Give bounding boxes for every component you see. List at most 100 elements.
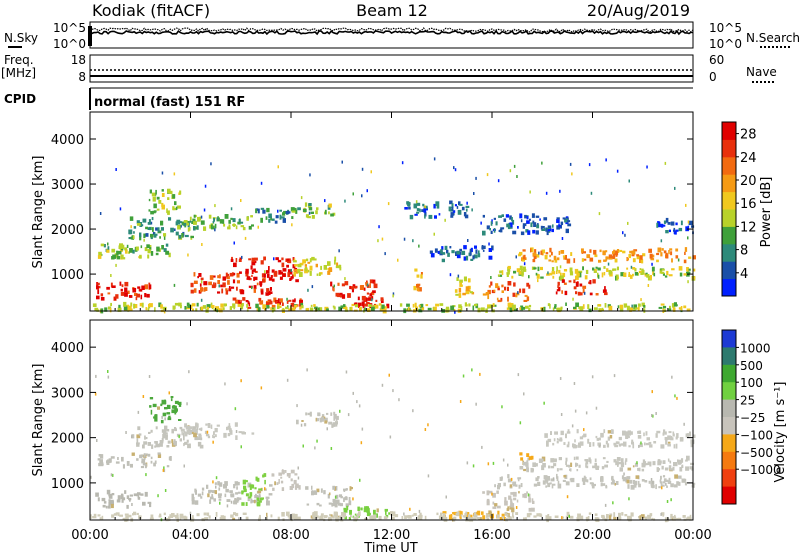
- data-cell: [286, 258, 290, 261]
- x-tick-label: 08:00: [272, 528, 309, 543]
- data-cell: [628, 445, 631, 448]
- data-cell: [212, 221, 215, 224]
- data-cell: [180, 305, 182, 309]
- data-cell: [367, 297, 371, 301]
- data-cell: [259, 300, 263, 305]
- data-cell: [222, 282, 226, 288]
- data-cell: [656, 430, 661, 434]
- data-cell: [333, 306, 336, 310]
- data-cell: [196, 425, 199, 431]
- data-cell: [645, 272, 648, 275]
- data-cell: [306, 307, 309, 312]
- data-cell: [118, 245, 123, 249]
- data-cell: [223, 303, 226, 307]
- data-cell: [338, 264, 341, 269]
- data-cell: [335, 499, 339, 504]
- data-cell: [479, 372, 481, 376]
- data-cell: [280, 298, 283, 303]
- data-cell: [366, 283, 369, 287]
- data-cell: [160, 227, 164, 231]
- data-cell: [115, 294, 119, 299]
- data-cell: [211, 284, 216, 289]
- data-cell: [605, 440, 608, 445]
- y-tick-label: 3000: [51, 386, 84, 401]
- data-cell: [244, 236, 247, 240]
- data-cell: [507, 265, 511, 269]
- data-cell: [230, 500, 233, 504]
- data-cell: [225, 303, 227, 307]
- data-cell: [547, 271, 549, 275]
- data-cell: [260, 260, 264, 265]
- data-cell: [641, 268, 644, 271]
- data-cell: [320, 488, 323, 493]
- data-cell: [634, 272, 638, 276]
- data-cell: [205, 433, 210, 437]
- data-cell: [681, 458, 684, 463]
- data-cell: [590, 191, 593, 195]
- data-cell: [659, 223, 664, 227]
- data-cell: [623, 472, 625, 476]
- beam-title: Beam 12: [356, 1, 428, 20]
- data-cell: [501, 513, 505, 518]
- data-cell: [143, 441, 148, 445]
- data-cell: [559, 189, 561, 193]
- data-cell: [556, 468, 559, 472]
- data-cell: [131, 435, 133, 439]
- data-cell: [490, 276, 492, 279]
- data-cell: [509, 222, 513, 228]
- data-cell: [535, 254, 540, 258]
- data-cell: [544, 254, 548, 260]
- data-cell: [683, 422, 685, 426]
- data-cell: [354, 302, 358, 306]
- data-cell: [454, 310, 456, 314]
- data-cell: [607, 262, 610, 266]
- data-cell: [515, 484, 518, 487]
- data-cell: [119, 514, 123, 517]
- data-cell: [627, 430, 631, 435]
- data-cell: [173, 439, 176, 443]
- data-cell: [146, 293, 150, 298]
- data-cell: [512, 292, 516, 297]
- data-cell: [172, 206, 175, 211]
- data-cell: [116, 255, 121, 260]
- data-cell: [300, 196, 303, 200]
- data-cell: [511, 507, 515, 513]
- data-cell: [564, 218, 569, 223]
- data-cell: [672, 466, 675, 471]
- data-cell: [241, 502, 245, 506]
- data-cell: [491, 245, 494, 251]
- data-cell: [193, 432, 197, 438]
- data-cell: [507, 506, 510, 509]
- data-cell: [290, 469, 295, 474]
- data-cell: [296, 404, 298, 408]
- data-cell: [273, 257, 275, 261]
- data-cell: [463, 276, 467, 282]
- data-cell: [108, 499, 111, 503]
- data-cell: [595, 465, 600, 468]
- data-cell: [119, 281, 122, 286]
- data-cell: [482, 491, 485, 494]
- data-cell: [196, 225, 199, 230]
- data-cell: [460, 306, 463, 311]
- data-cell: [427, 307, 432, 311]
- data-cell: [255, 208, 258, 214]
- data-cell: [237, 221, 241, 225]
- data-cell: [250, 215, 253, 218]
- data-cell: [292, 257, 295, 261]
- data-cell: [546, 230, 549, 236]
- data-cell: [384, 508, 388, 512]
- data-cell: [523, 256, 525, 260]
- data-cell: [165, 250, 170, 255]
- data-cell: [335, 486, 338, 491]
- data-cell: [573, 382, 576, 385]
- data-cell: [541, 226, 545, 229]
- data-cell: [254, 257, 258, 261]
- data-cell: [196, 302, 199, 307]
- data-cell: [661, 465, 664, 470]
- data-cell: [595, 266, 598, 269]
- data-cell: [226, 499, 231, 502]
- data-cell: [688, 256, 692, 259]
- data-cell: [638, 467, 641, 472]
- data-cell: [199, 283, 202, 287]
- freq-tick-high: 18: [71, 53, 86, 67]
